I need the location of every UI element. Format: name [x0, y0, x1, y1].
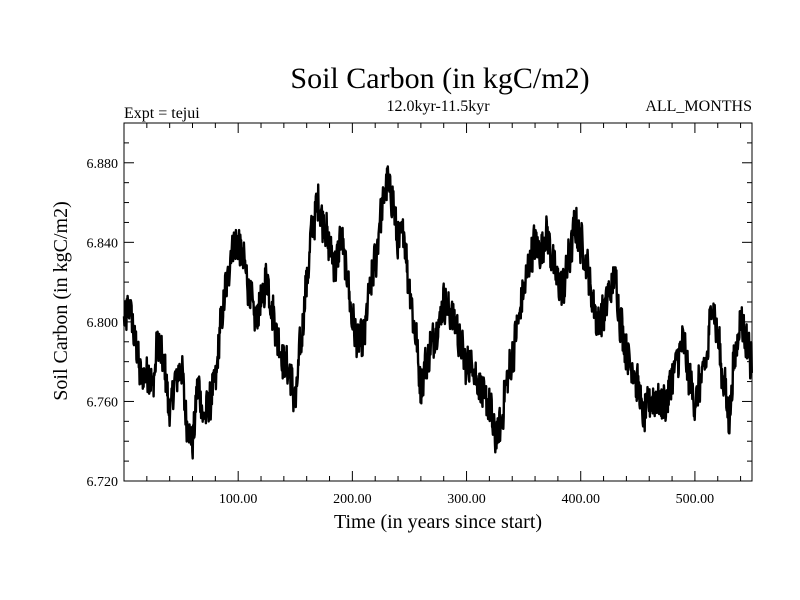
- x-tick-label: 300.00: [447, 492, 486, 507]
- x-axis-label: Time (in years since start): [334, 511, 542, 533]
- tick-labels: 100.00 200.00 300.00 400.00 500.00 6.720 6.760…: [87, 157, 715, 507]
- period-label: 12.0kyr-11.5kyr: [386, 98, 490, 115]
- x-tick-label: 400.00: [561, 492, 600, 507]
- y-tick-label: 6.760: [87, 395, 119, 410]
- y-tick-label: 6.720: [87, 475, 119, 490]
- axis-ticks: [124, 123, 752, 481]
- y-tick-label: 6.800: [87, 316, 119, 331]
- y-axis-label: Soil Carbon (in kgC/m2): [50, 201, 72, 400]
- x-tick-label: 100.00: [219, 492, 258, 507]
- y-tick-label: 6.880: [87, 157, 119, 172]
- chart-title: Soil Carbon (in kgC/m2): [290, 62, 589, 95]
- x-tick-label: 500.00: [676, 492, 715, 507]
- plot-frame: [123, 122, 753, 482]
- series-line-soil-carbon: [122, 165, 753, 460]
- x-tick-label: 200.00: [333, 492, 372, 507]
- months-label: ALL_MONTHS: [645, 98, 752, 115]
- experiment-label: Expt = tejui: [124, 105, 200, 122]
- y-tick-label: 6.840: [87, 236, 119, 251]
